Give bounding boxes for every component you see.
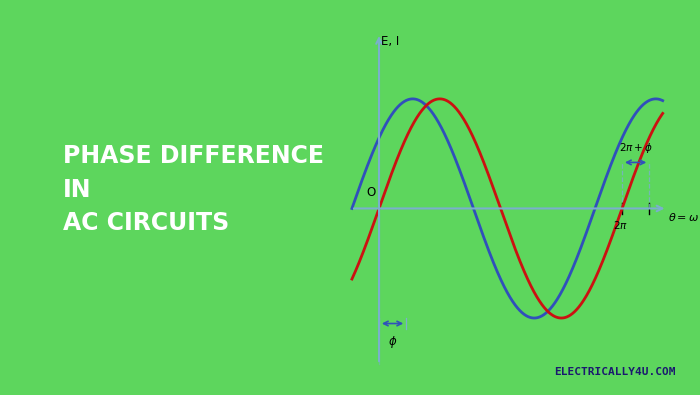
Text: O: O bbox=[366, 186, 375, 199]
Text: ELECTRICALLY4U.COM: ELECTRICALLY4U.COM bbox=[554, 367, 676, 377]
Text: E, I: E, I bbox=[382, 35, 400, 48]
Text: $\theta=\omega\,t$: $\theta=\omega\,t$ bbox=[668, 211, 700, 223]
Text: $2\pi+\phi$: $2\pi+\phi$ bbox=[619, 141, 652, 155]
Text: $\phi$: $\phi$ bbox=[388, 335, 397, 350]
Text: PHASE DIFFERENCE
IN
AC CIRCUITS: PHASE DIFFERENCE IN AC CIRCUITS bbox=[63, 144, 324, 235]
Text: $2\pi$: $2\pi$ bbox=[612, 219, 628, 231]
